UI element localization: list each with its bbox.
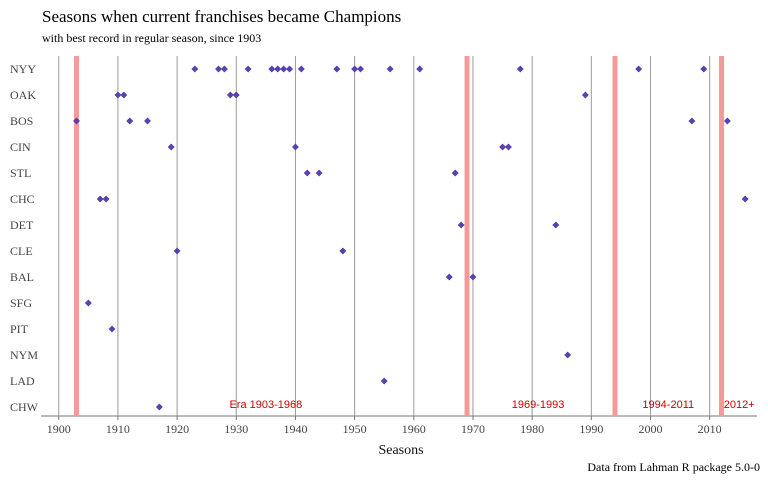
chart-caption: Data from Lahman R package 5.0-0 [587, 460, 760, 474]
y-tick-label-chw: CHW [10, 400, 39, 414]
point-bos-1912 [126, 117, 134, 125]
point-cin-1975 [499, 143, 507, 151]
era-label-3: 2012+ [724, 399, 755, 411]
y-tick-label-nyy: NYY [10, 62, 36, 76]
point-oak-1930 [232, 91, 240, 99]
y-tick-label-det: DET [10, 218, 34, 232]
x-tick-label-1970: 1970 [461, 422, 485, 436]
point-bal-1966 [445, 273, 453, 281]
point-nyy-1927 [215, 65, 223, 73]
point-bal-1970 [469, 273, 477, 281]
x-tick-label-1990: 1990 [579, 422, 603, 436]
point-nyy-1956 [386, 65, 394, 73]
point-lad-1955 [380, 377, 388, 385]
point-chc-2016 [741, 195, 749, 203]
point-cin-1919 [167, 143, 175, 151]
point-cle-1920 [173, 247, 181, 255]
point-nyy-1941 [297, 65, 305, 73]
point-stl-1944 [315, 169, 323, 177]
y-tick-label-chc: CHC [10, 192, 35, 206]
point-cin-1940 [291, 143, 299, 151]
point-pit-1909 [108, 325, 116, 333]
point-oak-1989 [581, 91, 589, 99]
point-nyy-1950 [351, 65, 359, 73]
y-tick-label-bal: BAL [10, 270, 34, 284]
y-tick-label-nym: NYM [10, 348, 38, 362]
era-label-2: 1994-2011 [642, 399, 694, 411]
point-nyy-1937 [274, 65, 282, 73]
point-nyy-1936 [268, 65, 276, 73]
x-tick-label-1940: 1940 [283, 422, 307, 436]
point-nyy-1961 [416, 65, 424, 73]
point-det-1968 [457, 221, 465, 229]
point-oak-1929 [226, 91, 234, 99]
y-tick-label-stl: STL [10, 166, 31, 180]
point-chc-1908 [102, 195, 110, 203]
point-nyy-1928 [220, 65, 228, 73]
era-layer [74, 56, 724, 416]
era-label-0: Era 1903-1968 [229, 399, 302, 411]
point-nyy-1978 [516, 65, 524, 73]
y-tick-label-lad: LAD [10, 374, 35, 388]
y-tick-label-cin: CIN [10, 140, 31, 154]
point-nym-1986 [564, 351, 572, 359]
y-tick-label-oak: OAK [10, 88, 36, 102]
point-stl-1967 [451, 169, 459, 177]
y-axis: NYY OAK BOS CIN STL CHC DET CLE BAL SFG PIT NYM LAD C… [10, 62, 39, 414]
point-oak-1911 [120, 91, 128, 99]
x-axis: 1900 1910 1920 1930 1940 1950 1960 1970 1980 1990… [47, 416, 722, 436]
point-nyy-1998 [635, 65, 643, 73]
point-cle-1948 [339, 247, 347, 255]
points-layer [73, 65, 749, 411]
chart-subtitle: with best record in regular season, sinc… [42, 31, 261, 45]
point-stl-1942 [303, 169, 311, 177]
point-nyy-1947 [333, 65, 341, 73]
point-nyy-1951 [357, 65, 365, 73]
point-nyy-1939 [286, 65, 294, 73]
point-chc-1907 [96, 195, 104, 203]
era-label-layer: Era 1903-1968 1969-1993 1994-2011 2012+ [229, 399, 754, 411]
x-tick-label-1960: 1960 [402, 422, 426, 436]
point-nyy-2009 [700, 65, 708, 73]
x-tick-label-1950: 1950 [343, 422, 367, 436]
chart-title: Seasons when current franchises became C… [42, 7, 401, 26]
point-oak-1910 [114, 91, 122, 99]
x-tick-label-1920: 1920 [165, 422, 189, 436]
x-tick-label-1910: 1910 [106, 422, 130, 436]
point-chw-1917 [155, 403, 163, 411]
point-bos-2013 [723, 117, 731, 125]
y-tick-label-cle: CLE [10, 244, 33, 258]
grid-layer [41, 56, 757, 417]
y-tick-label-bos: BOS [10, 114, 33, 128]
point-det-1984 [552, 221, 560, 229]
point-bos-1915 [144, 117, 151, 125]
point-nyy-1923 [191, 65, 199, 73]
x-axis-title: Seasons [378, 443, 423, 458]
x-tick-label-1900: 1900 [47, 422, 71, 436]
point-nyy-1932 [244, 65, 252, 73]
point-sfg-1905 [84, 299, 92, 307]
y-tick-label-sfg: SFG [10, 296, 32, 310]
x-tick-label-1930: 1930 [224, 422, 248, 436]
point-bos-1903 [73, 117, 80, 125]
x-tick-label-1980: 1980 [520, 422, 544, 436]
point-cin-1976 [504, 143, 512, 151]
era-label-1: 1969-1993 [512, 399, 565, 411]
x-tick-label-2000: 2000 [638, 422, 662, 436]
point-bos-2007 [688, 117, 696, 125]
y-tick-label-pit: PIT [10, 322, 29, 336]
point-nyy-1938 [280, 65, 288, 73]
x-tick-label-2010: 2010 [698, 422, 722, 436]
